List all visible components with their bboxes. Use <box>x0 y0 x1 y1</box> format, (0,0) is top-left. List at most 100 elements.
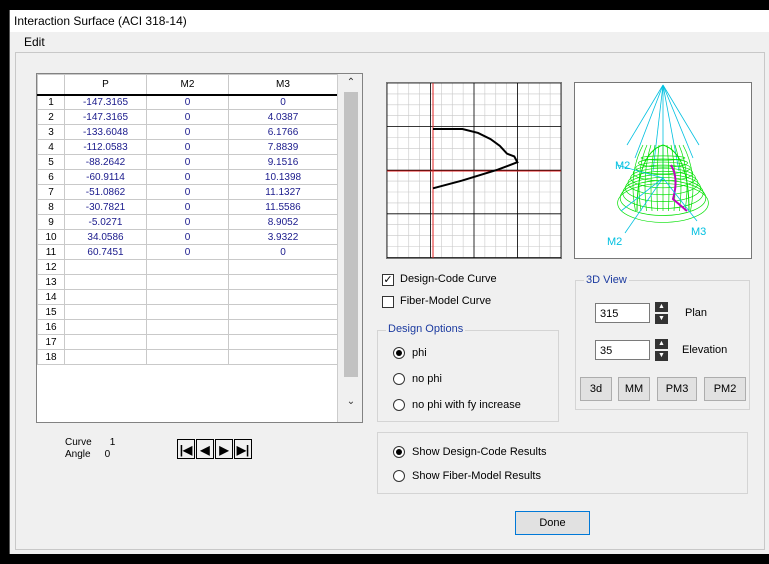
table-row[interactable]: 17 <box>37 334 338 350</box>
cell-m2[interactable]: 0 <box>146 139 229 155</box>
spin-down-icon[interactable]: ▼ <box>655 351 668 361</box>
view-3d-button[interactable]: 3d <box>580 377 612 401</box>
last-curve-icon[interactable]: ▶| <box>234 439 252 459</box>
first-curve-icon[interactable]: |◀ <box>177 439 195 459</box>
table-row[interactable]: 4 -112.0583 0 7.8839 <box>37 139 338 155</box>
cell-p[interactable]: 34.0586 <box>64 229 147 245</box>
menu-edit[interactable]: Edit <box>24 35 45 49</box>
cell-m3[interactable] <box>228 289 338 305</box>
cell-p[interactable]: -88.2642 <box>64 154 147 170</box>
cell-p[interactable]: -147.3165 <box>64 109 147 125</box>
radio-no-phi[interactable] <box>393 373 405 385</box>
cell-m2[interactable]: 0 <box>146 154 229 170</box>
table-row[interactable]: 3 -133.6048 0 6.1766 <box>37 124 338 140</box>
table-row[interactable]: 14 <box>37 289 338 305</box>
cell-m3[interactable]: 0 <box>228 244 338 260</box>
view-pm2-button[interactable]: PM2 <box>704 377 746 401</box>
scroll-thumb[interactable] <box>344 92 358 377</box>
cell-m2[interactable] <box>146 349 229 365</box>
view-mm-button[interactable]: MM <box>618 377 650 401</box>
spin-up-icon[interactable]: ▲ <box>655 339 668 349</box>
elevation-angle-input[interactable]: 35 <box>595 340 650 360</box>
spin-up-icon[interactable]: ▲ <box>655 302 668 312</box>
table-scrollbar[interactable]: ⌃ ⌄ <box>337 74 362 422</box>
cell-p[interactable] <box>64 289 147 305</box>
cell-m2[interactable]: 0 <box>146 184 229 200</box>
radio-no-phi-fy-increase[interactable] <box>393 399 405 411</box>
interaction-table[interactable]: P M2 M3 1 -147.3165 0 0 2 -147.3165 0 4.0387 3 -1… <box>36 73 363 423</box>
fiber-model-curve-checkbox[interactable] <box>382 296 394 308</box>
cell-m3[interactable] <box>228 259 338 275</box>
table-row[interactable]: 16 <box>37 319 338 335</box>
radio-fiber-model-results[interactable] <box>393 470 405 482</box>
cell-m3[interactable]: 6.1766 <box>228 124 338 140</box>
cell-m2[interactable]: 0 <box>146 169 229 185</box>
cell-m3[interactable]: 4.0387 <box>228 109 338 125</box>
done-button[interactable]: Done <box>515 511 590 535</box>
cell-m2[interactable]: 0 <box>146 229 229 245</box>
cell-m3[interactable] <box>228 274 338 290</box>
table-row[interactable]: 15 <box>37 304 338 320</box>
cell-m3[interactable] <box>228 304 338 320</box>
cell-m3[interactable]: 8.9052 <box>228 214 338 230</box>
plan-spinner[interactable]: ▲ ▼ <box>655 302 668 324</box>
cell-m3[interactable] <box>228 319 338 335</box>
scroll-up-icon[interactable]: ⌃ <box>346 77 356 88</box>
cell-m3[interactable]: 10.1398 <box>228 169 338 185</box>
cell-p[interactable]: -112.0583 <box>64 139 147 155</box>
cell-m3[interactable]: 9.1516 <box>228 154 338 170</box>
next-curve-icon[interactable]: ▶ <box>215 439 233 459</box>
cell-p[interactable]: -133.6048 <box>64 124 147 140</box>
cell-m2[interactable]: 0 <box>146 124 229 140</box>
column-header-m2[interactable]: M2 <box>146 74 229 96</box>
table-row[interactable]: 7 -51.0862 0 11.1327 <box>37 184 338 200</box>
cell-p[interactable] <box>64 304 147 320</box>
table-row[interactable]: 6 -60.9114 0 10.1398 <box>37 169 338 185</box>
table-row[interactable]: 10 34.0586 0 3.9322 <box>37 229 338 245</box>
cell-p[interactable] <box>64 334 147 350</box>
cell-m2[interactable] <box>146 304 229 320</box>
cell-m3[interactable]: 7.8839 <box>228 139 338 155</box>
cell-m3[interactable]: 11.5586 <box>228 199 338 215</box>
column-header-m3[interactable]: M3 <box>228 74 338 96</box>
table-row[interactable]: 18 <box>37 349 338 365</box>
plan-angle-input[interactable]: 315 <box>595 303 650 323</box>
scroll-down-icon[interactable]: ⌄ <box>346 396 356 407</box>
cell-m2[interactable]: 0 <box>146 94 229 110</box>
radio-design-code-results[interactable] <box>393 446 405 458</box>
prev-curve-icon[interactable]: ◀ <box>196 439 214 459</box>
cell-p[interactable] <box>64 259 147 275</box>
cell-m2[interactable]: 0 <box>146 109 229 125</box>
cell-m2[interactable] <box>146 289 229 305</box>
table-row[interactable]: 1 -147.3165 0 0 <box>37 94 338 110</box>
cell-m2[interactable] <box>146 334 229 350</box>
cell-p[interactable] <box>64 349 147 365</box>
table-row[interactable]: 5 -88.2642 0 9.1516 <box>37 154 338 170</box>
cell-m3[interactable] <box>228 334 338 350</box>
cell-p[interactable]: -30.7821 <box>64 199 147 215</box>
table-row[interactable]: 11 60.7451 0 0 <box>37 244 338 260</box>
cell-m3[interactable]: 0 <box>228 94 338 110</box>
cell-m3[interactable]: 3.9322 <box>228 229 338 245</box>
cell-p[interactable]: -51.0862 <box>64 184 147 200</box>
cell-m3[interactable] <box>228 349 338 365</box>
cell-p[interactable] <box>64 319 147 335</box>
cell-p[interactable]: 60.7451 <box>64 244 147 260</box>
cell-p[interactable] <box>64 274 147 290</box>
table-row[interactable]: 9 -5.0271 0 8.9052 <box>37 214 338 230</box>
cell-m2[interactable] <box>146 259 229 275</box>
design-code-curve-checkbox[interactable]: ✓ <box>382 274 394 286</box>
cell-m2[interactable]: 0 <box>146 199 229 215</box>
cell-m2[interactable]: 0 <box>146 244 229 260</box>
cell-p[interactable]: -5.0271 <box>64 214 147 230</box>
radio-phi[interactable] <box>393 347 405 359</box>
table-row[interactable]: 12 <box>37 259 338 275</box>
cell-p[interactable]: -60.9114 <box>64 169 147 185</box>
cell-m2[interactable] <box>146 274 229 290</box>
elevation-spinner[interactable]: ▲ ▼ <box>655 339 668 361</box>
cell-m2[interactable] <box>146 319 229 335</box>
table-row[interactable]: 13 <box>37 274 338 290</box>
cell-m3[interactable]: 11.1327 <box>228 184 338 200</box>
table-row[interactable]: 8 -30.7821 0 11.5586 <box>37 199 338 215</box>
table-row[interactable]: 2 -147.3165 0 4.0387 <box>37 109 338 125</box>
